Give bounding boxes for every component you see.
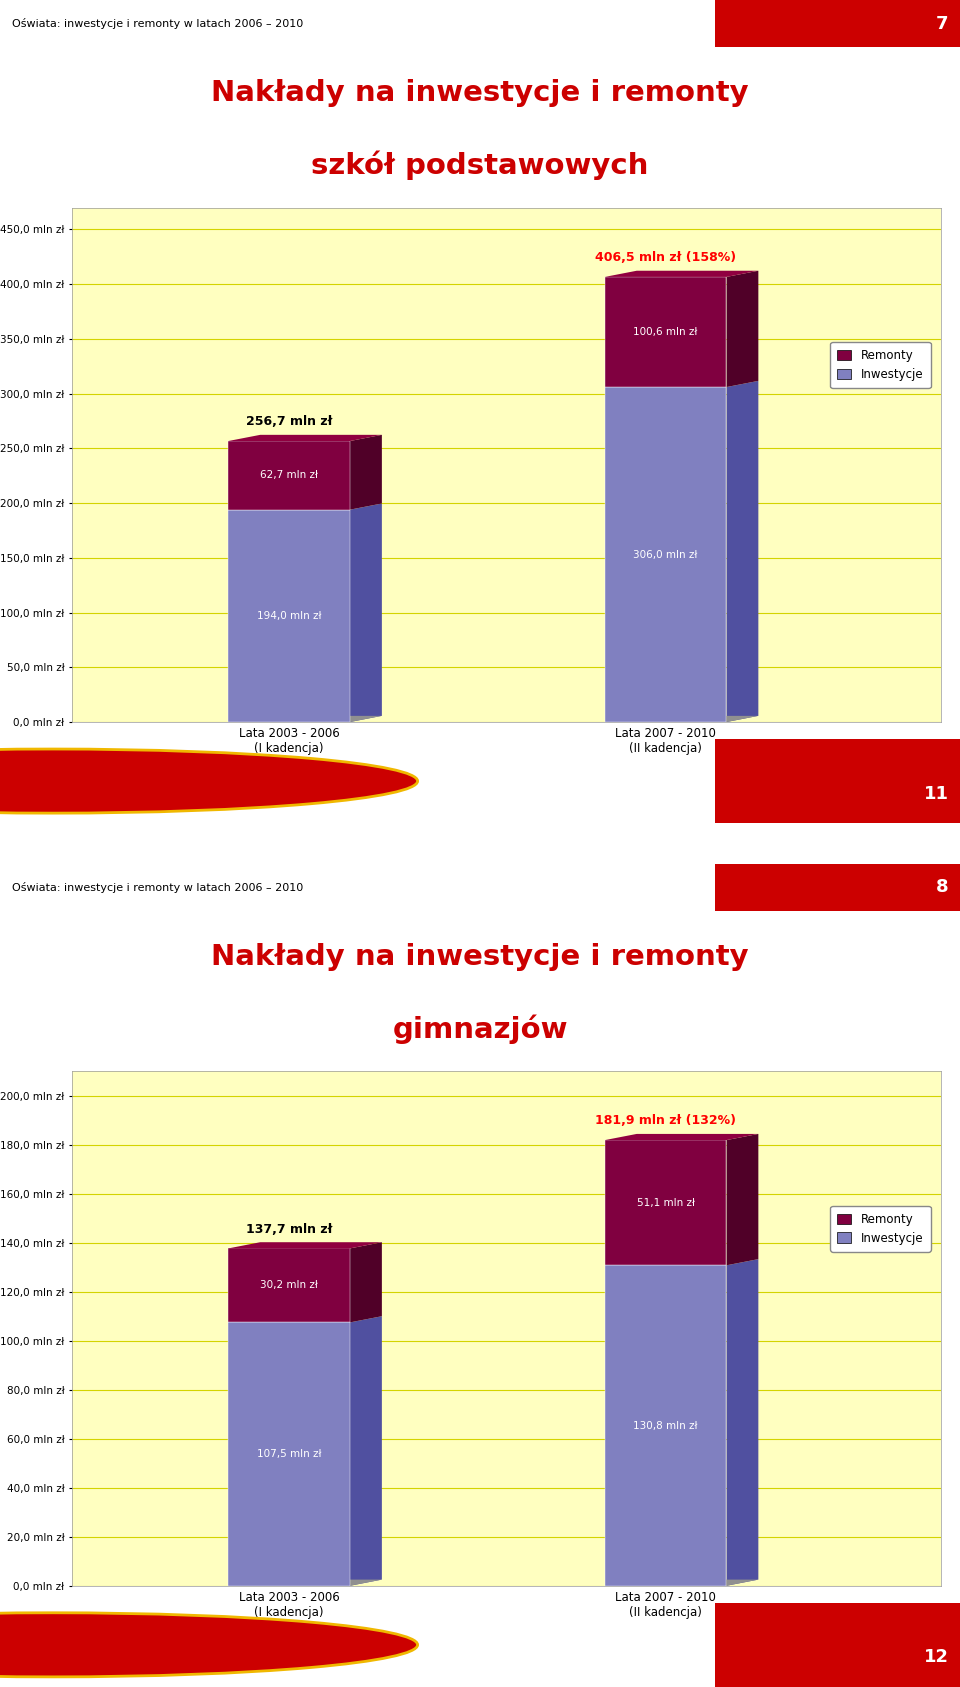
Text: 7: 7 (936, 15, 948, 32)
Text: szkół podstawowych: szkół podstawowych (311, 150, 649, 181)
Polygon shape (605, 1579, 758, 1586)
Text: 256,7 mln zł: 256,7 mln zł (246, 415, 332, 428)
Bar (715, 1603, 960, 1687)
Bar (605, 1265, 727, 1586)
Text: 137,7 mln zł: 137,7 mln zł (246, 1223, 332, 1235)
Text: Oświata: inwestycje i remonty w latach 2006 – 2010: Oświata: inwestycje i remonty w latach 2… (12, 882, 302, 892)
Polygon shape (228, 1242, 382, 1248)
Text: 62,7 mln zł: 62,7 mln zł (260, 471, 318, 481)
Text: 306,0 mln zł: 306,0 mln zł (634, 550, 698, 560)
Text: 100,6 mln zł: 100,6 mln zł (634, 327, 698, 337)
Legend: Remonty, Inwestycje: Remonty, Inwestycje (830, 342, 930, 388)
Bar (605, 386, 727, 722)
Bar (605, 277, 727, 386)
Text: 406,5 mln zł (158%): 406,5 mln zł (158%) (595, 251, 736, 265)
Text: gimnazjów: gimnazjów (393, 1014, 567, 1044)
Polygon shape (727, 1259, 758, 1586)
Polygon shape (228, 1579, 382, 1586)
Polygon shape (727, 381, 758, 722)
Text: 8: 8 (936, 879, 948, 896)
Bar (605, 1140, 727, 1265)
Polygon shape (228, 715, 382, 722)
Text: 12: 12 (924, 1648, 948, 1667)
Text: Nakłady na inwestycje i remonty: Nakłady na inwestycje i remonty (211, 79, 749, 106)
Polygon shape (727, 270, 758, 386)
Legend: Remonty, Inwestycje: Remonty, Inwestycje (830, 1206, 930, 1252)
Polygon shape (350, 1242, 382, 1323)
Bar (715, 0, 960, 47)
Bar (715, 739, 960, 823)
Bar (228, 509, 350, 722)
Text: Nakłady na inwestycje i remonty: Nakłady na inwestycje i remonty (211, 943, 749, 970)
Text: Oświata: inwestycje i remonty w latach 2006 – 2010: Oświata: inwestycje i remonty w latach 2… (12, 19, 302, 29)
Text: 107,5 mln zł: 107,5 mln zł (257, 1449, 322, 1459)
Polygon shape (605, 1134, 758, 1140)
Bar (228, 440, 350, 509)
Polygon shape (350, 503, 382, 722)
Polygon shape (605, 270, 758, 277)
Text: 194,0 mln zł: 194,0 mln zł (257, 611, 322, 621)
Text: 51,1 mln zł: 51,1 mln zł (636, 1198, 695, 1208)
Text: 130,8 mln zł: 130,8 mln zł (634, 1420, 698, 1431)
Text: 181,9 mln zł (132%): 181,9 mln zł (132%) (595, 1113, 736, 1127)
Bar (715, 864, 960, 911)
Polygon shape (350, 435, 382, 509)
Polygon shape (727, 1134, 758, 1265)
Bar (228, 1323, 350, 1586)
Polygon shape (228, 435, 382, 440)
Polygon shape (605, 715, 758, 722)
Polygon shape (350, 1316, 382, 1586)
Circle shape (0, 1613, 418, 1677)
Bar (228, 1248, 350, 1323)
Circle shape (0, 749, 418, 813)
Text: 11: 11 (924, 784, 948, 803)
Text: 30,2 mln zł: 30,2 mln zł (260, 1280, 318, 1291)
